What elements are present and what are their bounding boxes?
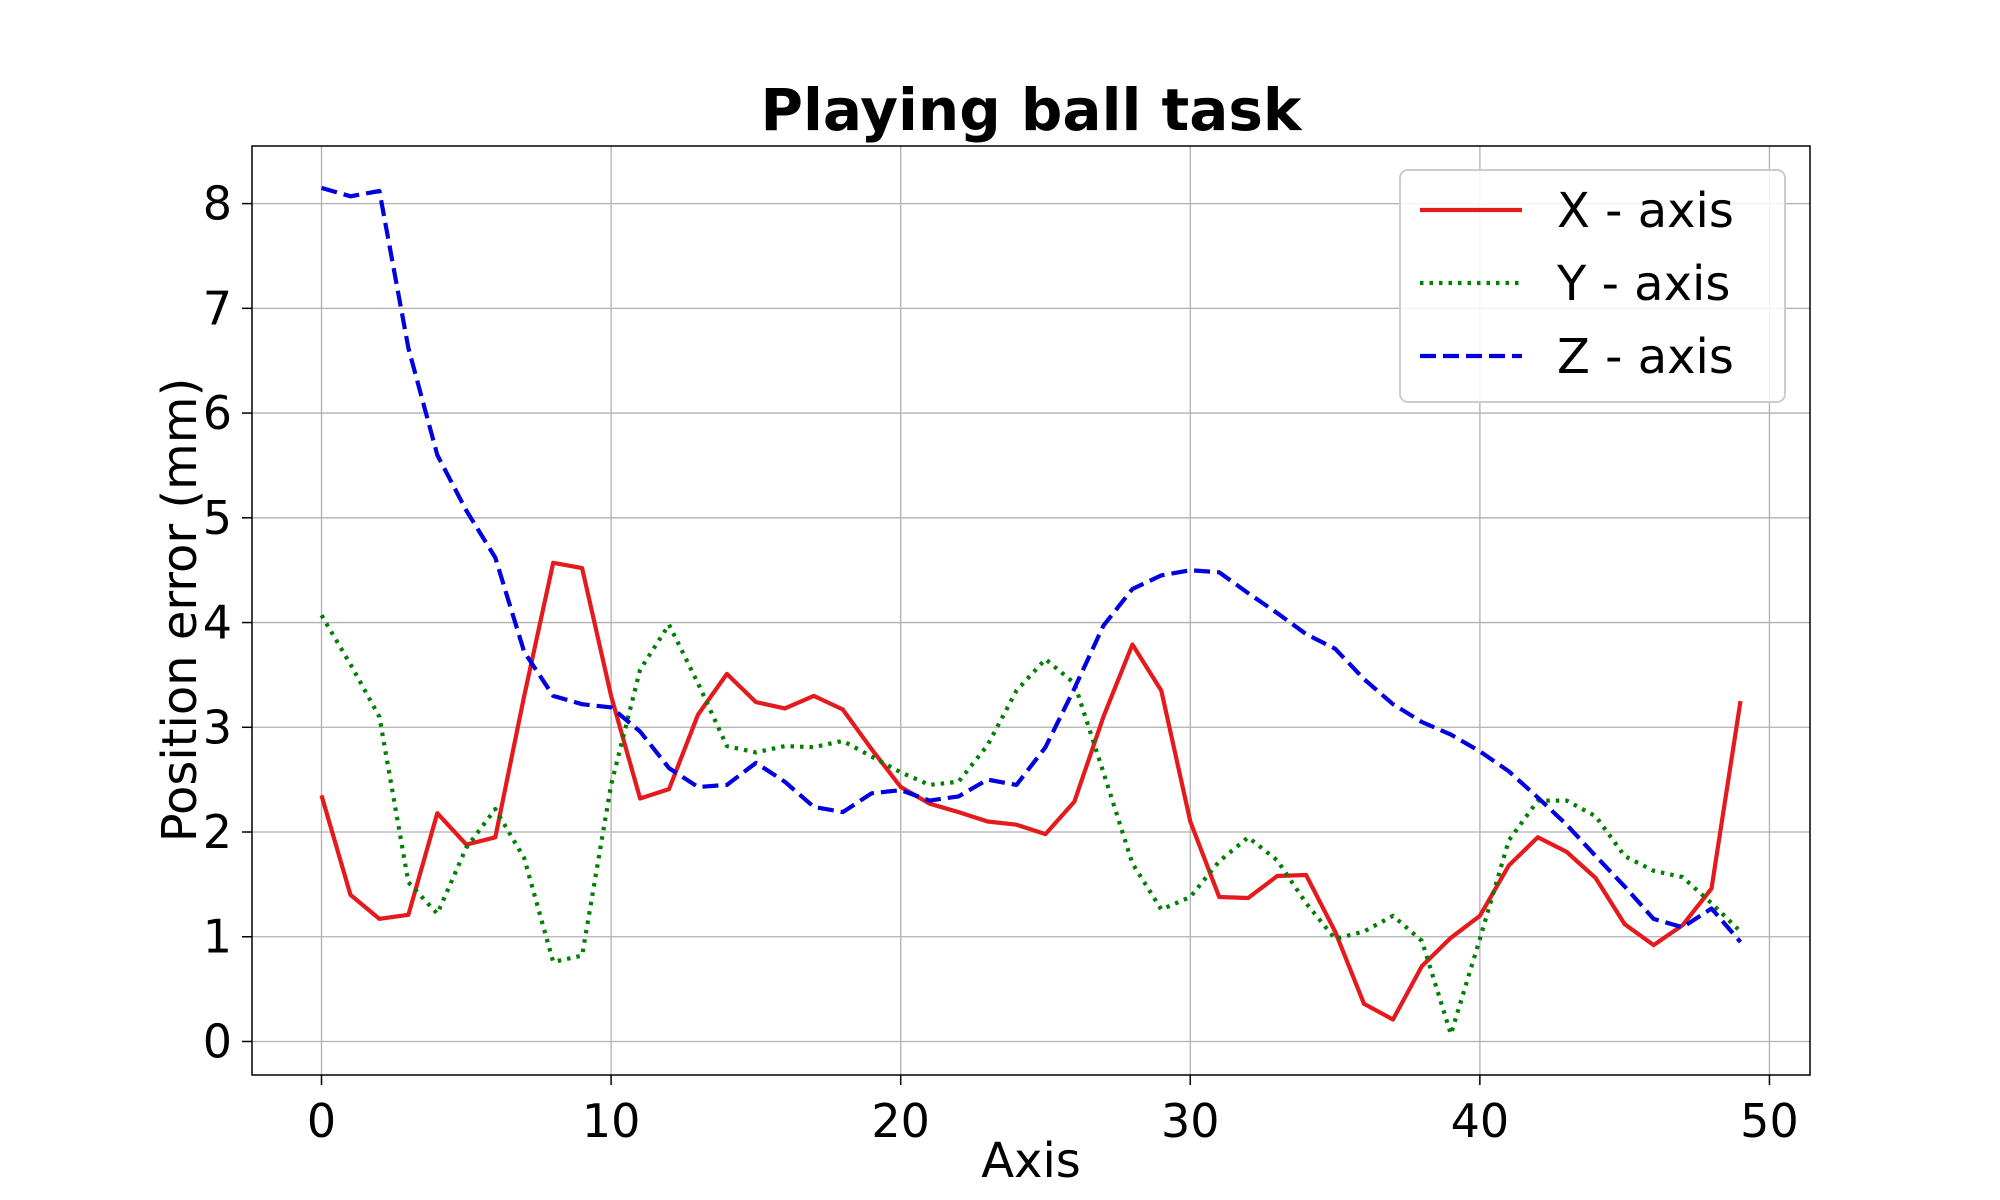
legend-label-x-axis: X - axis xyxy=(1557,183,1734,239)
legend: X - axis Y - axis Z - axis xyxy=(1399,169,1786,403)
series-line-x-axis xyxy=(319,560,1743,1022)
chart-title: Playing ball task xyxy=(760,76,1302,144)
series-line-y-axis xyxy=(319,614,1742,1037)
y-tick-label: 7 xyxy=(203,281,232,335)
x-axis-label: Axis xyxy=(981,1133,1081,1189)
y-tick-label: 3 xyxy=(203,700,232,754)
series-layer xyxy=(319,185,1743,1037)
x-tick-label: 40 xyxy=(1451,1094,1510,1148)
y-tick-label: 4 xyxy=(203,596,232,650)
x-tick-label: 0 xyxy=(307,1094,336,1148)
y-tick-label: 5 xyxy=(203,491,232,545)
ticks-layer: 0 10 20 30 40 50 0 1 2 3 4 5 6 7 8 xyxy=(203,177,1799,1148)
plot-frame xyxy=(251,145,1811,1076)
y-tick-label: 0 xyxy=(203,1014,232,1068)
legend-label-z-axis: Z - axis xyxy=(1557,329,1734,385)
legend-label-y-axis: Y - axis xyxy=(1556,256,1730,312)
y-tick-label: 8 xyxy=(203,177,232,231)
y-tick-label: 1 xyxy=(203,910,232,964)
legend-box xyxy=(1399,169,1786,403)
y-tick-label: 6 xyxy=(203,386,232,440)
y-axis-label: Position error (mm) xyxy=(152,378,208,843)
y-tick-label: 2 xyxy=(203,805,232,859)
x-tick-label: 30 xyxy=(1161,1094,1220,1148)
x-tick-label: 10 xyxy=(582,1094,641,1148)
x-tick-label: 50 xyxy=(1740,1094,1799,1148)
series-line-z-axis xyxy=(320,185,1743,944)
x-tick-label: 20 xyxy=(871,1094,930,1148)
